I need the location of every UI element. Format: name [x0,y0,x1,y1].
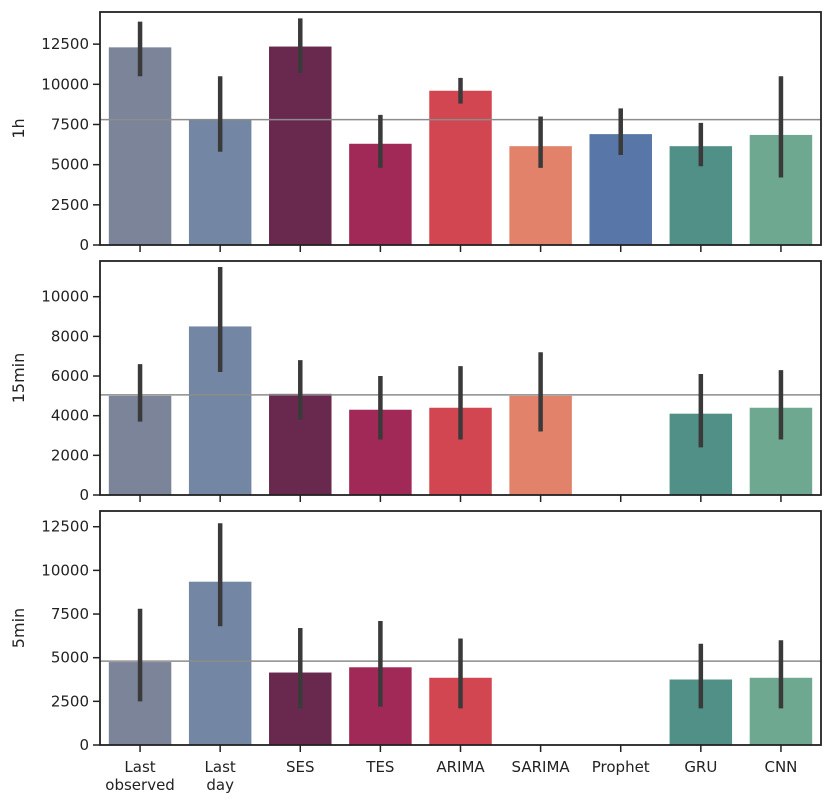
y-axis-label-15min: 15min [9,353,28,404]
x-tick-label-line: SES [286,758,315,776]
y-axis-label-5min: 5min [9,608,28,648]
x-tick-label-line: Prophet [592,758,650,776]
y-tick-label-1h-2: 5000 [51,156,89,174]
y-tick-label-5min-3: 7500 [51,605,89,623]
x-tick-label-line: GRU [684,758,717,776]
y-tick-label-15min-4: 8000 [51,327,89,345]
x-tick-label-line: observed [105,776,175,794]
x-tick-label-1: Last day [205,758,236,794]
y-tick-label-1h-5: 12500 [41,35,89,53]
x-tick-label-0: Last observed [105,758,175,794]
bar-1h-0 [108,47,172,245]
y-tick-label-1h-3: 7500 [51,115,89,133]
x-tick-label-8: CNN [764,758,797,776]
x-tick-label-line: day [206,776,234,794]
y-tick-label-15min-0: 0 [79,486,89,504]
bar-1h-2 [269,46,332,245]
bar-1h-4 [429,90,492,246]
y-tick-label-15min-5: 10000 [41,288,89,306]
x-tick-label-line: SARIMA [512,758,571,776]
x-tick-label-7: GRU [684,758,717,776]
y-tick-label-1h-0: 0 [79,236,89,254]
x-tick-label-5: SARIMA [512,758,571,776]
x-tick-label-6: Prophet [592,758,650,776]
x-tick-label-line: Last [124,758,155,776]
y-tick-label-1h-1: 2500 [51,196,89,214]
x-tick-label-line: TES [365,758,394,776]
y-tick-label-5min-4: 10000 [41,561,89,579]
y-tick-label-5min-0: 0 [79,736,89,754]
y-tick-label-5min-5: 12500 [41,518,89,536]
x-tick-label-4: ARIMA [436,758,485,776]
x-tick-label-2: SES [286,758,315,776]
y-tick-label-1h-4: 10000 [41,75,89,93]
x-tick-label-3: TES [365,758,394,776]
y-tick-label-15min-1: 2000 [51,446,89,464]
y-tick-label-5min-2: 5000 [51,649,89,667]
x-tick-label-line: ARIMA [436,758,485,776]
y-axis-label-1h: 1h [9,118,28,138]
y-tick-label-5min-1: 2500 [51,692,89,710]
y-tick-label-15min-3: 6000 [51,367,89,385]
y-tick-label-15min-2: 4000 [51,407,89,425]
x-tick-label-line: CNN [764,758,797,776]
x-tick-label-line: Last [205,758,236,776]
